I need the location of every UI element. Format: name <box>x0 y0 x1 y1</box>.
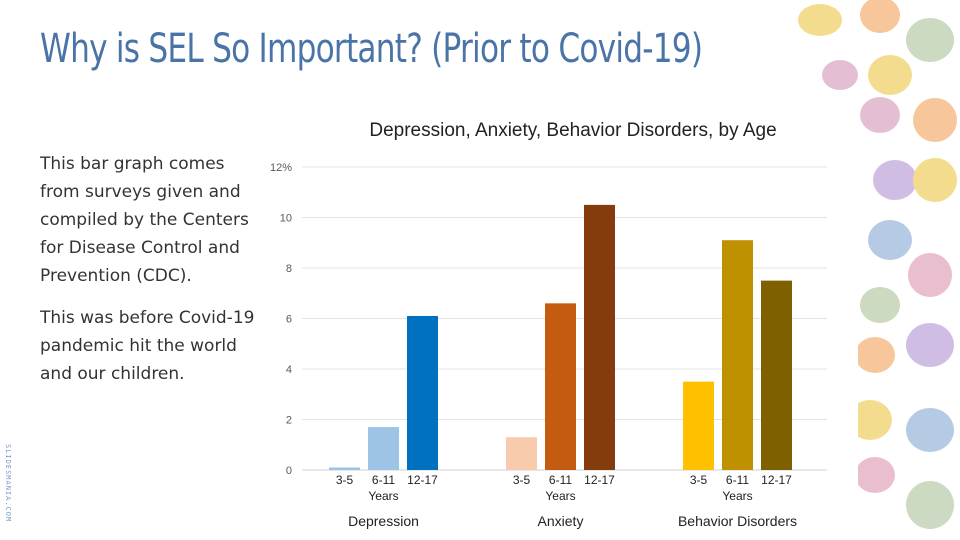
handprint-icon <box>913 158 957 202</box>
handprint-icon <box>906 18 954 62</box>
x-tick-label: 3-5 <box>513 473 531 487</box>
y-tick-label: 4 <box>286 364 292 376</box>
x-tick-label: 12-17 <box>761 473 792 487</box>
x-tick-label: 6-11 <box>726 473 749 487</box>
description-paragraph: This bar graph comes from surveys given … <box>40 154 249 286</box>
bar-anxiety-12-17[interactable] <box>584 204 615 470</box>
x-tick-label: 3-5 <box>690 473 708 487</box>
handprint-icon <box>908 253 952 297</box>
group-label: Depression <box>348 513 419 529</box>
x-sub-axis-label: Years <box>722 489 752 503</box>
chart-title: Depression, Anxiety, Behavior Disorders,… <box>369 120 776 141</box>
bar-depression-3-5[interactable] <box>329 467 360 470</box>
handprint-icon <box>873 160 917 200</box>
handprint-icon <box>913 98 957 142</box>
credit-text[interactable]: SLIDESMANIA.COM <box>4 444 12 523</box>
y-tick-label: 6 <box>286 314 292 326</box>
y-tick-label: 10 <box>280 213 292 225</box>
bar-chart: Depression, Anxiety, Behavior Disorders,… <box>270 120 827 529</box>
x-tick-label: 6-11 <box>549 473 572 487</box>
bar-behavior-disorders-3-5[interactable] <box>683 381 714 470</box>
handprint-icon <box>860 0 900 33</box>
x-sub-axis-label: Years <box>545 489 575 503</box>
slide-title: Why is SEL So Important? (Prior to Covid… <box>40 26 703 72</box>
handprints-decoration <box>798 0 957 529</box>
handprint-icon <box>868 55 912 95</box>
bar-depression-6-11[interactable] <box>368 427 399 470</box>
y-tick-label: 2 <box>286 415 292 427</box>
x-tick-label: 6-11 <box>372 473 395 487</box>
description-paragraph: This was before Covid-19 pandemic hit th… <box>40 308 255 384</box>
handprint-icon <box>906 408 954 452</box>
handprint-icon <box>848 400 892 440</box>
bar-anxiety-6-11[interactable] <box>545 303 576 470</box>
handprint-icon <box>860 287 900 323</box>
description-text: This bar graph comes from surveys given … <box>40 150 255 402</box>
handprint-icon <box>868 220 912 260</box>
group-label: Anxiety <box>538 513 584 529</box>
x-tick-label: 12-17 <box>584 473 615 487</box>
x-sub-axis-label: Years <box>368 489 398 503</box>
x-tick-label: 12-17 <box>407 473 438 487</box>
handprint-icon <box>855 457 895 493</box>
bar-depression-12-17[interactable] <box>407 315 438 470</box>
handprint-icon <box>906 481 954 529</box>
handprint-icon <box>855 337 895 373</box>
credit: SLIDESMANIA.COM <box>0 444 14 524</box>
group-label: Behavior Disorders <box>678 513 797 529</box>
y-tick-label: 8 <box>286 263 292 275</box>
bar-behavior-disorders-12-17[interactable] <box>761 280 792 470</box>
bar-anxiety-3-5[interactable] <box>506 437 537 470</box>
handprint-icon <box>822 60 858 90</box>
y-tick-label: 0 <box>286 465 292 477</box>
handprint-icon <box>860 97 900 133</box>
y-tick-label: 12% <box>270 162 292 174</box>
chart-container: Depression, Anxiety, Behavior Disorders,… <box>262 104 858 540</box>
x-tick-label: 3-5 <box>336 473 354 487</box>
handprint-icon <box>798 4 842 36</box>
bar-behavior-disorders-6-11[interactable] <box>722 240 753 470</box>
handprint-icon <box>906 323 954 367</box>
